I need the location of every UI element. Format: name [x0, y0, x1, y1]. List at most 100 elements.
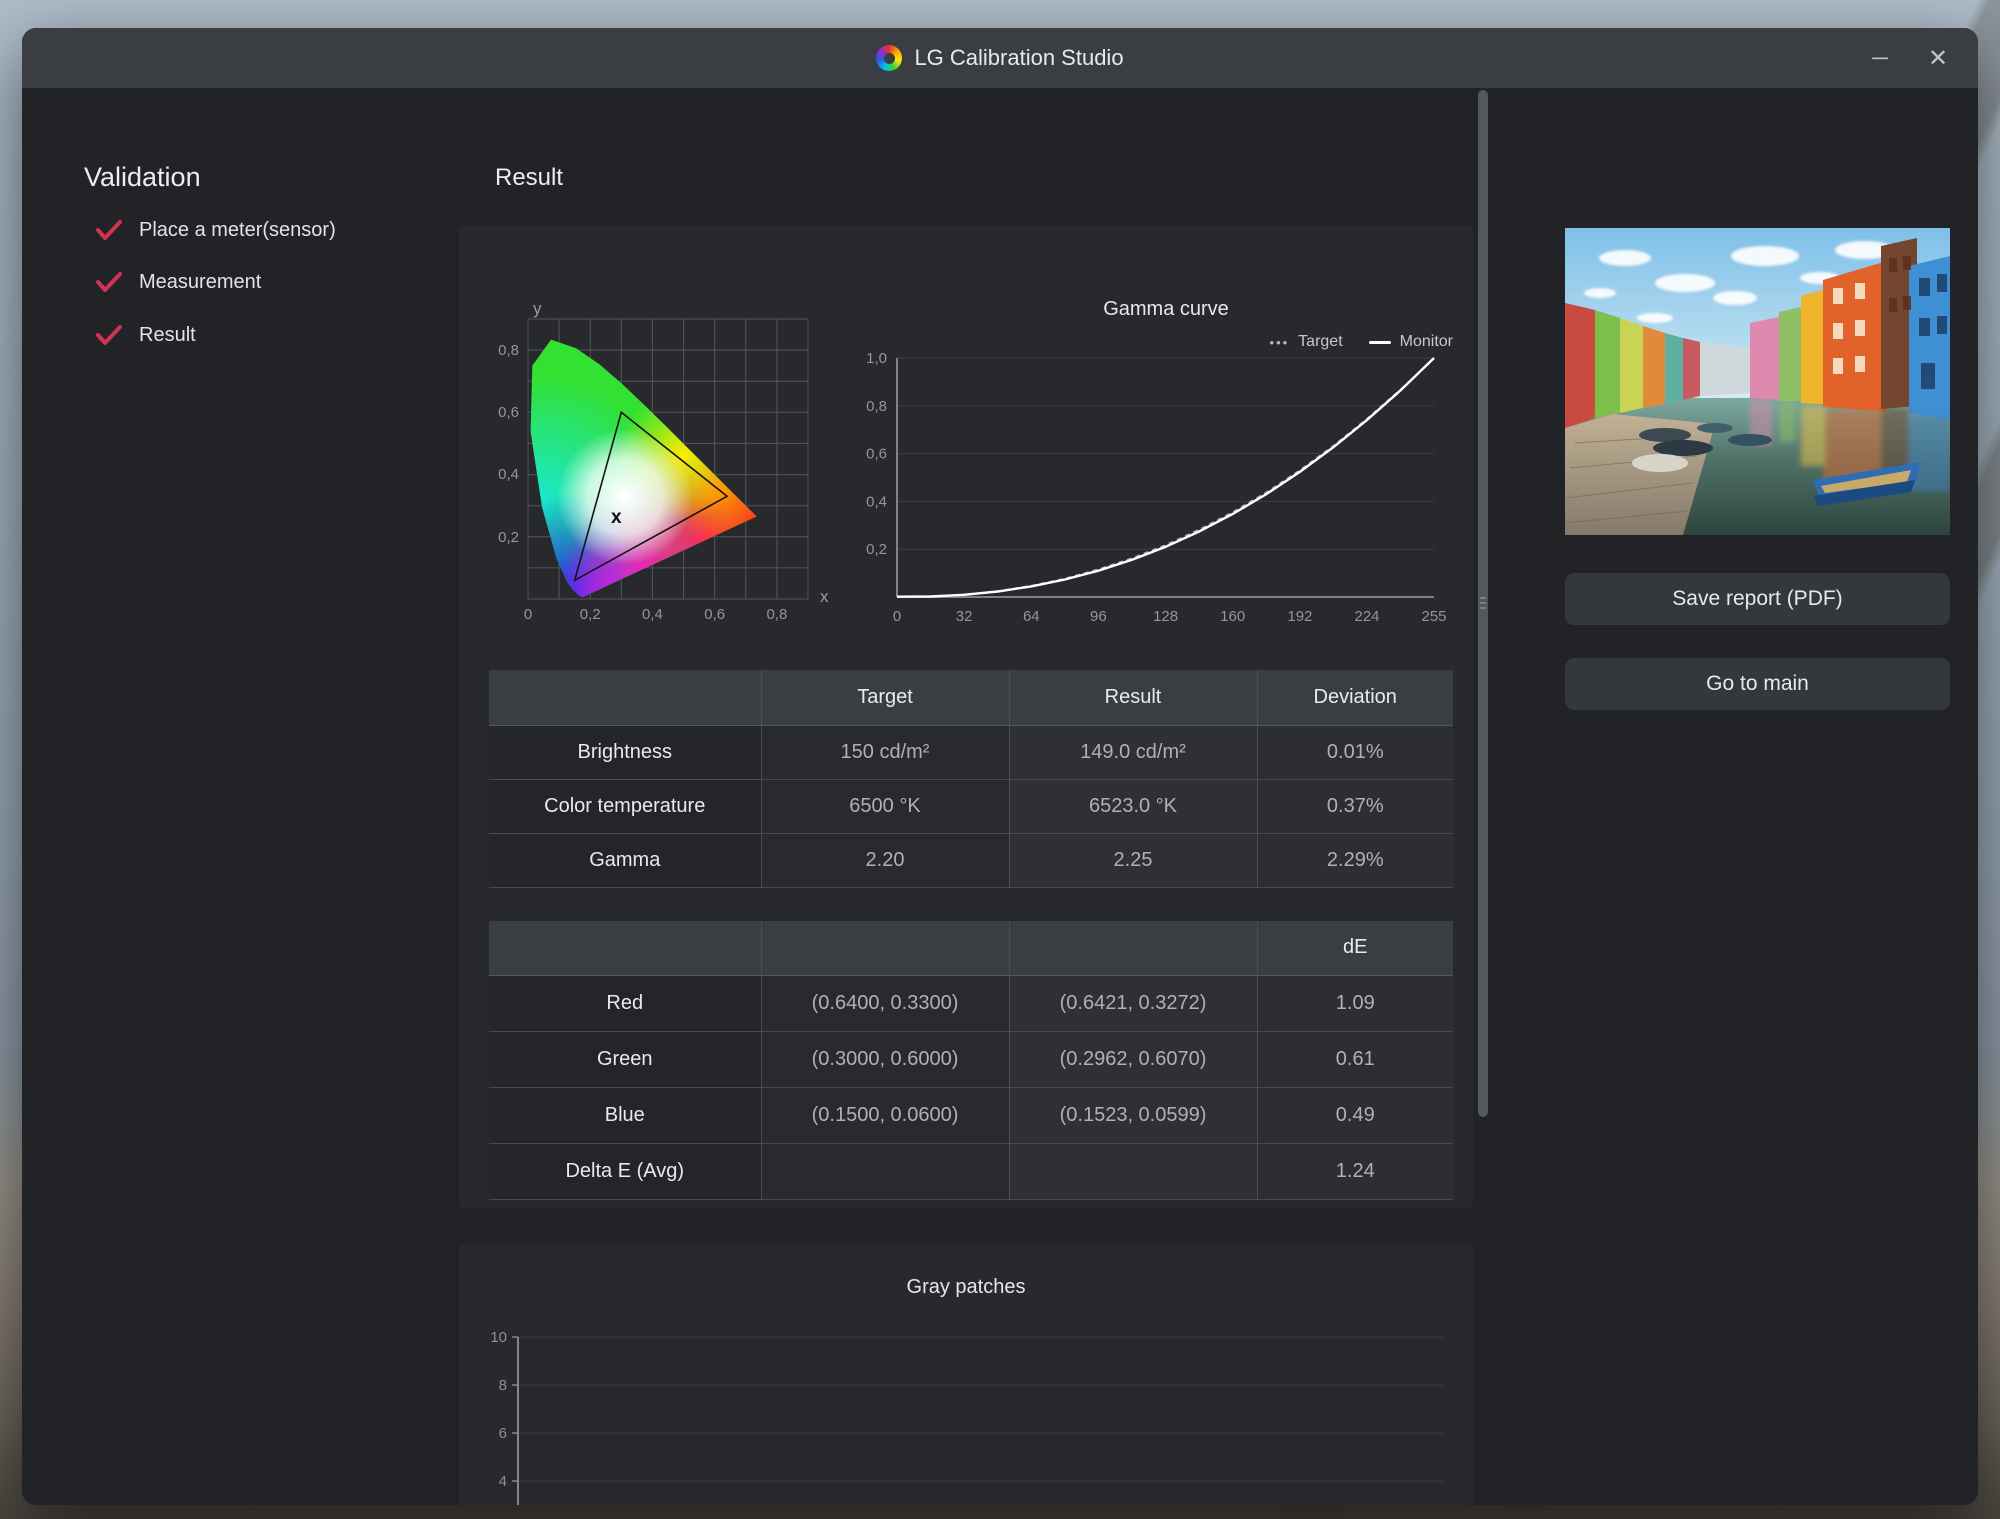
svg-text:0,8: 0,8: [498, 342, 519, 359]
svg-text:224: 224: [1354, 608, 1379, 625]
svg-text:160: 160: [1220, 608, 1245, 625]
cell-result: (0.1523, 0.0599): [1009, 1087, 1258, 1144]
svg-text:10: 10: [490, 1329, 507, 1346]
svg-text:255: 255: [1421, 608, 1446, 625]
white-point-marker: x: [611, 507, 622, 528]
cell-result: 6523.0 °K: [1009, 779, 1258, 834]
cell-result: (0.6421, 0.3272): [1009, 975, 1258, 1032]
row-label: Color temperature: [489, 779, 762, 834]
gray-patches-chart: 10 8 6 4: [490, 1329, 1444, 1505]
svg-text:0,8: 0,8: [866, 398, 887, 415]
axis-ticks: [512, 1336, 518, 1482]
save-report-button[interactable]: Save report (PDF): [1565, 573, 1950, 625]
svg-text:0: 0: [524, 606, 532, 623]
svg-text:8: 8: [499, 1377, 507, 1394]
page-title: Result: [495, 164, 564, 191]
table-row: Green (0.3000, 0.6000) (0.2962, 0.6070) …: [489, 1031, 1453, 1088]
vertical-scrollbar-thumb[interactable]: [1478, 90, 1488, 1117]
cell-result: 2.25: [1009, 833, 1258, 888]
table-row: Delta E (Avg) 1.24: [489, 1143, 1453, 1200]
svg-text:0: 0: [893, 608, 901, 625]
row-label: Green: [489, 1031, 762, 1088]
cie-x-axis-label: x: [820, 587, 829, 606]
svg-text:0,2: 0,2: [866, 541, 887, 558]
gamma-curve-chart: 1,0 0,8 0,6 0,4 0,2 0 32 64 96 128 160 1…: [866, 350, 1446, 625]
row-label: Delta E (Avg): [489, 1143, 762, 1200]
svg-text:128: 128: [1153, 608, 1178, 625]
app-window: LG Calibration Studio ─ ✕ Validation Pla…: [22, 28, 1978, 1505]
cell-target: 6500 °K: [761, 779, 1010, 834]
cell-deviation: 2.29%: [1257, 833, 1453, 888]
svg-text:0,4: 0,4: [642, 606, 663, 623]
table-row: Brightness 150 cd/m² 149.0 cd/m² 0.01%: [489, 725, 1453, 780]
gray-patches-panel: Gray patches 10 8 6 4: [459, 1244, 1473, 1505]
gamma-chart-title: Gamma curve: [1103, 298, 1229, 320]
step-label: Result: [139, 323, 196, 346]
cell-target: (0.3000, 0.6000): [761, 1031, 1010, 1088]
step-result: Result: [95, 320, 196, 350]
gamut-triangle: [573, 410, 729, 582]
svg-text:0,8: 0,8: [766, 606, 787, 623]
step-measurement: Measurement: [95, 267, 261, 297]
header-cell: [1009, 921, 1258, 976]
app-logo-color-wheel-icon: [876, 45, 903, 71]
svg-text:0,2: 0,2: [580, 606, 601, 623]
cell-de: 1.09: [1257, 975, 1453, 1032]
table-row: Blue (0.1500, 0.0600) (0.1523, 0.0599) 0…: [489, 1087, 1453, 1144]
app-title: LG Calibration Studio: [914, 45, 1124, 70]
svg-text:0,4: 0,4: [498, 466, 519, 483]
svg-text:0,6: 0,6: [704, 606, 725, 623]
row-label: Red: [489, 975, 762, 1032]
solid-line-icon: [1368, 340, 1391, 344]
cell-de: 1.24: [1257, 1143, 1453, 1200]
row-label: Gamma: [489, 833, 762, 888]
result-panel: x y x 0,8 0,6 0,4 0,2 0 0,2 0,4 0,6 0,8 …: [459, 226, 1473, 1208]
step-label: Measurement: [139, 270, 262, 293]
cell-deviation: 0.01%: [1257, 725, 1453, 780]
table-header-row: dE: [489, 921, 1453, 976]
monitor-curve: [896, 357, 1435, 598]
cie-y-axis-label: y: [533, 301, 542, 318]
svg-text:0,6: 0,6: [498, 404, 519, 421]
cell-target: [761, 1143, 1010, 1200]
gray-patches-tick-labels: 10 8 6 4: [490, 1329, 507, 1490]
gray-patches-grid: [518, 1336, 1444, 1482]
header-cell: dE: [1257, 921, 1453, 976]
cie-tick-labels: 0,8 0,6 0,4 0,2 0 0,2 0,4 0,6 0,8: [498, 342, 787, 623]
table-row: Gamma 2.20 2.25 2.29%: [489, 833, 1453, 888]
gamma-axes: [896, 358, 1434, 598]
check-icon: [96, 325, 122, 345]
table-row: Red (0.6400, 0.3300) (0.6421, 0.3272) 1.…: [489, 975, 1453, 1032]
check-icon: [96, 272, 122, 292]
table-row: Color temperature 6500 °K 6523.0 °K 0.37…: [489, 779, 1453, 834]
row-label: Brightness: [489, 725, 762, 780]
header-cell: [489, 921, 762, 976]
svg-text:192: 192: [1287, 608, 1312, 625]
table-header-row: Target Result Deviation: [489, 670, 1453, 726]
cell-target: 2.20: [761, 833, 1010, 888]
close-button[interactable]: ✕: [1927, 44, 1949, 72]
color-points-table: dE Red (0.6400, 0.3300) (0.6421, 0.3272)…: [489, 921, 1453, 1200]
svg-text:32: 32: [956, 608, 973, 625]
gamma-tick-labels: 1,0 0,8 0,6 0,4 0,2 0 32 64 96 128 160 1…: [866, 350, 1446, 625]
check-icon: [96, 220, 122, 240]
header-cell: [761, 921, 1010, 976]
header-cell: Result: [1009, 670, 1258, 726]
svg-text:0,2: 0,2: [498, 529, 519, 546]
target-curve: [896, 357, 1435, 598]
cie-chromaticity-chart: x y x 0,8 0,6 0,4 0,2 0 0,2 0,4 0,6 0,8: [498, 301, 829, 623]
cell-de: 0.49: [1257, 1087, 1453, 1144]
dotted-line-icon: •••: [1269, 334, 1290, 350]
titlebar: LG Calibration Studio: [22, 28, 1978, 88]
minimize-button[interactable]: ─: [1872, 45, 1888, 70]
gamma-grid: [897, 357, 1434, 550]
svg-text:64: 64: [1023, 608, 1040, 625]
cell-result: 149.0 cd/m²: [1009, 725, 1258, 780]
svg-text:0,6: 0,6: [866, 446, 887, 463]
validation-section-title: Validation: [84, 162, 201, 192]
svg-text:96: 96: [1090, 608, 1107, 625]
cell-result: (0.2962, 0.6070): [1009, 1031, 1258, 1088]
measurements-table: Target Result Deviation Brightness 150 c…: [489, 670, 1453, 888]
go-to-main-button[interactable]: Go to main: [1565, 658, 1950, 710]
cell-deviation: 0.37%: [1257, 779, 1453, 834]
